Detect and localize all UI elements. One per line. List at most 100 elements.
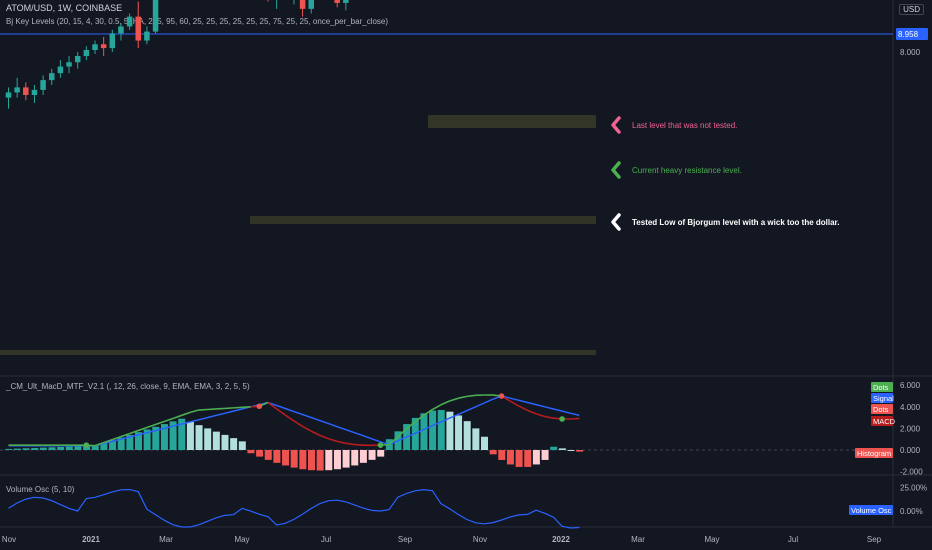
macd-histogram-bar (57, 446, 65, 450)
macd-histogram-bar (524, 450, 532, 467)
time-axis-label: May (234, 535, 249, 544)
macd-histogram-bar (273, 450, 281, 463)
macd-histogram-bar (498, 450, 506, 460)
candle-body (14, 87, 20, 93)
macd-histogram-bar (178, 418, 186, 450)
crossover-dot (83, 442, 90, 448)
macd-line-segment (112, 435, 122, 441)
macd-line-segment (120, 432, 130, 438)
macd-histogram-bar (48, 447, 56, 450)
currency-button[interactable]: USD (899, 4, 924, 15)
demand-zone (250, 216, 596, 224)
macd-line-segment (198, 408, 208, 411)
macd-histogram-bar (31, 447, 39, 450)
macd-legend-label: Dots (873, 383, 889, 392)
crossover-dot (377, 442, 384, 448)
candle-body (118, 26, 124, 34)
key-level-label: 8.958 (898, 30, 919, 39)
macd-histogram-bar (143, 429, 151, 450)
macd-line-segment (518, 405, 528, 412)
macd-line-segment (431, 404, 442, 411)
macd-line-segment (337, 440, 347, 445)
candle-body (100, 44, 107, 49)
macd-histogram-bar (333, 450, 341, 470)
macd-histogram-bar (230, 438, 238, 450)
candle-body (5, 92, 12, 98)
annotation-text: Last level that was not tested. (632, 121, 737, 130)
macd-line-segment (466, 394, 476, 398)
macd-histogram-bar (368, 450, 376, 460)
macd-legend-label: Histogram (857, 449, 891, 458)
volume-legend-badge (849, 505, 893, 515)
macd-histogram-bar (472, 428, 480, 450)
macd-histogram-bar (532, 450, 540, 465)
macd-line-segment (267, 401, 278, 410)
candle-body (308, 0, 314, 9)
macd-line-segment (216, 407, 225, 410)
time-axis-label: Nov (2, 535, 16, 544)
macd-histogram-bar (109, 440, 117, 450)
macd-line-segment (155, 420, 165, 426)
macd-histogram-bar (169, 421, 177, 450)
macd-histogram-bar (455, 415, 463, 450)
macd-histogram-bar (100, 442, 108, 450)
base-zone (0, 350, 596, 355)
macd-histogram-bar (282, 450, 290, 466)
supply-zone (428, 115, 596, 128)
candle-body (343, 0, 349, 3)
macd-histogram-bar (489, 450, 497, 455)
macd-line-segment (440, 400, 450, 406)
macd-tick-label: -2.000 (900, 468, 923, 477)
volume-osc-line (8, 488, 580, 529)
macd-line-segment (570, 417, 580, 420)
candle-body (109, 33, 116, 49)
macd-line-segment (163, 417, 174, 423)
macd-line-segment (414, 414, 425, 423)
macd-line-segment (449, 397, 459, 402)
macd-line-segment (284, 414, 295, 422)
macd-line-segment (181, 411, 191, 417)
macd-line-segment (293, 420, 304, 428)
macd-histogram-bar (83, 446, 91, 450)
macd-histogram-bar (117, 437, 125, 450)
macd-line-segment (94, 441, 104, 447)
indicator-title: Bj Key Levels (20, 15, 4, 30, 0.5, 5, HA… (6, 17, 389, 26)
macd-line-segment (276, 408, 286, 416)
macd-legend-label: Signal (873, 394, 894, 403)
macd-histogram-bar (377, 450, 385, 457)
macd-histogram-bar (550, 446, 558, 450)
volume-tick-label: 25.00% (900, 483, 927, 492)
macd-legend-label: MACD (873, 417, 896, 426)
macd-histogram-bar (359, 450, 367, 463)
macd-line-segment (535, 413, 546, 418)
macd-line-segment (207, 408, 217, 411)
macd-legend-badge (871, 404, 893, 414)
macd-histogram-bar (567, 450, 575, 451)
macd-histogram-bar (247, 450, 255, 454)
macd-line-segment (544, 415, 554, 419)
macd-histogram-bar (481, 436, 488, 450)
macd-histogram-bar (541, 450, 549, 460)
macd-histogram-bar (204, 428, 212, 450)
macd-histogram-bar (238, 441, 246, 450)
macd-histogram-bar (212, 431, 220, 450)
candle-body (40, 80, 46, 90)
volume-legend-label: Volume Osc (851, 506, 892, 515)
macd-line-segment (146, 423, 156, 429)
key-level-badge (896, 28, 928, 41)
time-axis-label: Sep (867, 535, 882, 544)
macd-line-segment (354, 443, 364, 446)
macd-legend-badge (871, 416, 893, 426)
candle-body (126, 16, 133, 27)
crossover-dot (498, 393, 505, 399)
time-axis-label: Mar (631, 535, 645, 544)
macd-histogram-bar (420, 413, 428, 450)
macd-tick-label: 4.000 (900, 403, 921, 412)
macd-line-segment (405, 421, 416, 430)
macd-histogram-bar (351, 450, 359, 466)
candle-body (23, 87, 29, 96)
macd-histogram-bar (39, 447, 47, 450)
macd-line-segment (345, 442, 355, 446)
candle-body (66, 62, 72, 67)
